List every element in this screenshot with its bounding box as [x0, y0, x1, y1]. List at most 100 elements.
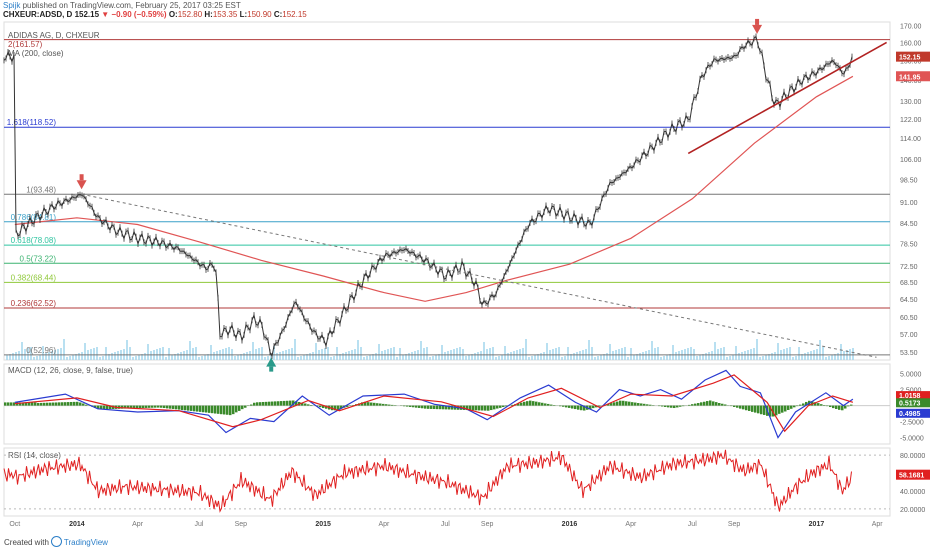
volume-bar — [201, 356, 203, 360]
volume-bar — [21, 342, 23, 360]
macd-histogram-bar — [649, 404, 652, 406]
macd-histogram-bar — [223, 405, 226, 415]
macd-tick-label: -5.0000 — [900, 436, 924, 443]
volume-bar — [597, 356, 599, 360]
x-tick-label: Apr — [132, 521, 144, 528]
volume-bar — [93, 348, 95, 360]
volume-bar — [540, 353, 542, 360]
ohlc-low-label: L: — [239, 10, 248, 19]
volume-bar — [69, 356, 71, 360]
macd-histogram-bar — [472, 405, 475, 411]
volume-bar — [579, 351, 581, 360]
volume-bar — [423, 348, 425, 360]
macd-histogram-bar — [523, 401, 526, 406]
macd-value-tag-bg — [896, 398, 930, 408]
volume-bar — [834, 354, 836, 360]
volume-bar — [759, 357, 761, 360]
volume-bar — [81, 352, 83, 360]
volume-bar — [792, 357, 794, 360]
macd-histogram-bar — [373, 402, 376, 406]
volume-bar — [510, 352, 512, 360]
volume-bar — [48, 352, 50, 360]
volume-bar — [609, 344, 611, 360]
macd-histogram-bar — [283, 400, 286, 406]
volume-bar — [162, 347, 164, 360]
volume-bar — [558, 347, 560, 360]
price-tick-label: 78.50 — [900, 242, 918, 249]
macd-histogram-bar — [292, 400, 295, 406]
macd-tick-label: 5.0000 — [900, 372, 922, 379]
footer-brand-link[interactable]: TradingView — [63, 538, 108, 547]
author-link[interactable]: Spijk — [3, 1, 21, 10]
macd-histogram-bar — [190, 405, 193, 411]
volume-bar — [441, 345, 443, 360]
volume-bar — [405, 354, 407, 360]
fib-label: 0.5(73.22) — [20, 254, 57, 263]
macd-histogram-bar — [121, 405, 124, 409]
volume-bar — [735, 346, 737, 360]
macd-histogram-bar — [133, 405, 136, 409]
volume-bar — [261, 347, 263, 360]
macd-histogram-bar — [145, 405, 148, 408]
volume-bar — [183, 351, 185, 360]
volume-bar — [804, 353, 806, 360]
macd-histogram-bar — [544, 403, 547, 406]
volume-bar — [654, 348, 656, 360]
macd-histogram-bar — [784, 405, 787, 412]
macd-histogram-bar — [793, 405, 796, 408]
tradingview-logo-icon — [50, 536, 62, 547]
macd-histogram-bar — [589, 405, 592, 410]
volume-bar — [762, 356, 764, 360]
volume-bar — [30, 347, 32, 360]
macd-histogram-bar — [127, 405, 130, 409]
volume-bar — [345, 352, 347, 360]
macd-histogram-bar — [109, 405, 112, 410]
volume-bar — [573, 353, 575, 360]
volume-bar — [477, 352, 479, 360]
volume-bar — [789, 347, 791, 360]
macd-value-tag-bg — [896, 408, 930, 418]
macd-histogram-bar — [67, 402, 70, 406]
volume-bar — [645, 351, 647, 360]
volume-bar — [135, 356, 137, 360]
arrows — [76, 18, 763, 372]
macd-histogram-bar — [634, 402, 637, 406]
volume-bar — [78, 353, 80, 360]
macd-histogram-bar — [757, 405, 760, 414]
volume-bar — [381, 351, 383, 360]
macd-histogram-bar — [361, 402, 364, 406]
volume-bar — [84, 343, 86, 360]
price-line — [3, 35, 853, 358]
fib-label: 1(93.48) — [26, 185, 56, 194]
volume-bar — [138, 355, 140, 360]
volume-bar — [174, 354, 176, 360]
x-tick-label: 2017 — [809, 521, 825, 528]
macd-histogram-bar — [631, 402, 634, 406]
macd-histogram-bar — [724, 404, 727, 406]
volume-bar — [636, 354, 638, 360]
volume-bar — [309, 353, 311, 360]
macd-histogram-bar — [781, 405, 784, 413]
rsi-pane — [3, 449, 890, 513]
footer: Created with TradingView — [4, 536, 108, 547]
macd-histogram-bar — [217, 405, 220, 414]
volume-bar — [330, 357, 332, 360]
volume-bar — [708, 352, 710, 360]
price-tick-label: 130.00 — [900, 99, 922, 106]
macd-histogram-bar — [748, 405, 751, 411]
macd-histogram-bar — [76, 401, 79, 406]
macd-histogram-bar — [64, 402, 67, 406]
volume-bar — [663, 356, 665, 360]
macd-histogram-bar — [484, 405, 487, 411]
volume-bar — [840, 344, 842, 360]
macd-histogram-bar — [526, 401, 529, 406]
volume-bar — [639, 353, 641, 360]
macd-histogram-bar — [595, 405, 598, 408]
macd-histogram-bar — [70, 401, 73, 406]
volume-bar — [621, 348, 623, 360]
publish-text: published on TradingView.com, February 2… — [20, 1, 241, 10]
macd-histogram-bar — [436, 405, 439, 410]
price-series — [3, 33, 853, 360]
macd-histogram-bar — [379, 403, 382, 406]
